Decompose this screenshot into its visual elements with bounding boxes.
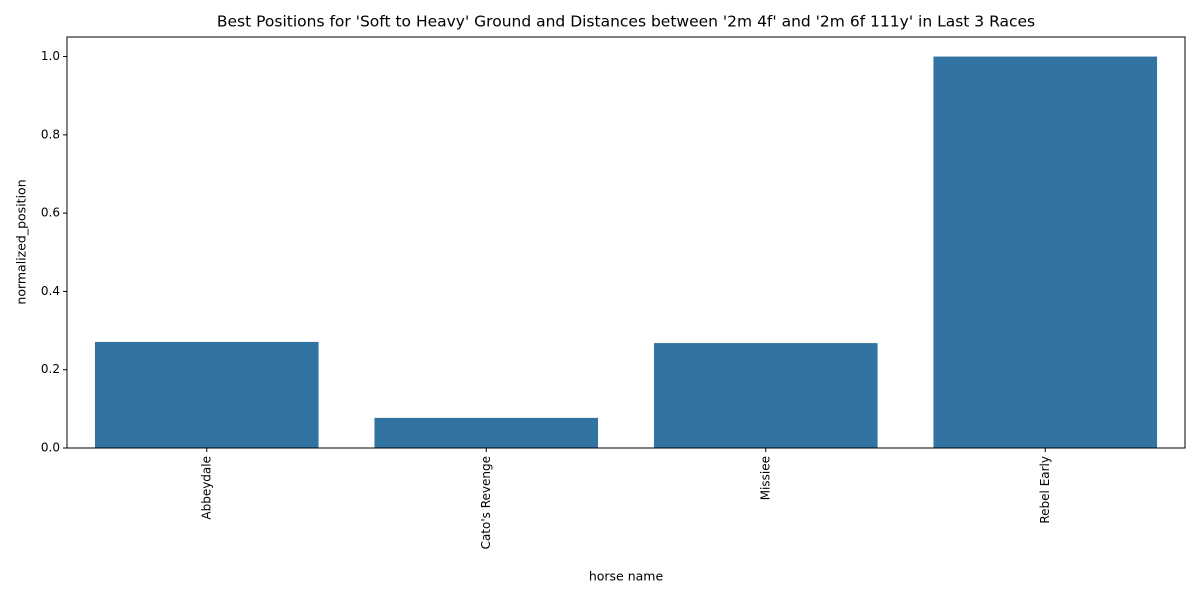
y-tick-label: 1.0 [41, 49, 60, 63]
y-tick-label: 0.4 [41, 284, 60, 298]
x-tick-label: Missiee [758, 456, 772, 500]
chart-title: Best Positions for 'Soft to Heavy' Groun… [217, 13, 1035, 31]
bar [653, 343, 878, 448]
bar [933, 56, 1158, 448]
y-axis-label: normalized_position [14, 179, 29, 304]
y-tick-label: 0.8 [41, 127, 60, 141]
x-tick-label: Cato's Revenge [479, 456, 493, 549]
x-tick-label: Abbeydale [199, 456, 213, 520]
x-axis-label: horse name [589, 569, 664, 584]
bar [374, 417, 599, 448]
x-tick-label: Rebel Early [1038, 456, 1052, 524]
y-tick-label: 0.6 [41, 206, 60, 220]
plot-frame [66, 36, 1186, 449]
y-tick-label: 0.0 [41, 441, 60, 455]
y-tick-label: 0.2 [41, 362, 60, 376]
bar [94, 341, 319, 448]
